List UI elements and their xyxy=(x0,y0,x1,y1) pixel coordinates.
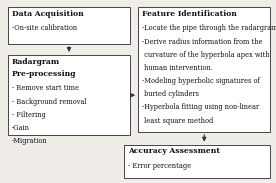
FancyBboxPatch shape xyxy=(8,55,130,135)
Text: - Background removal: - Background removal xyxy=(12,98,86,106)
Text: buried cylinders: buried cylinders xyxy=(142,90,199,98)
Text: -Migration: -Migration xyxy=(12,137,47,145)
Text: human intervention.: human intervention. xyxy=(142,64,213,72)
Text: - Filtering: - Filtering xyxy=(12,111,46,119)
FancyBboxPatch shape xyxy=(138,7,270,132)
Text: -On-site calibration: -On-site calibration xyxy=(12,24,77,32)
Text: Accuracy Assessment: Accuracy Assessment xyxy=(128,147,220,155)
Text: Data Acquisition: Data Acquisition xyxy=(12,10,84,18)
FancyBboxPatch shape xyxy=(124,145,270,178)
Text: - Remove start time: - Remove start time xyxy=(12,84,79,92)
Text: least square method: least square method xyxy=(142,117,213,125)
Text: Radargram: Radargram xyxy=(12,58,60,66)
Text: -Modeling hyperbolic signatures of: -Modeling hyperbolic signatures of xyxy=(142,77,259,85)
Text: Feature Identification: Feature Identification xyxy=(142,10,237,18)
FancyBboxPatch shape xyxy=(8,7,130,44)
Text: -Locate the pipe through the radargram: -Locate the pipe through the radargram xyxy=(142,24,276,32)
Text: Pre-processing: Pre-processing xyxy=(12,70,76,78)
Text: - Error percentage: - Error percentage xyxy=(128,162,191,170)
Text: -Gain: -Gain xyxy=(12,124,30,132)
Text: curvature of the hyperbola apex with: curvature of the hyperbola apex with xyxy=(142,51,269,59)
Text: -Derive radius information from the: -Derive radius information from the xyxy=(142,38,262,46)
Text: -Hyperbola fitting using non-linear: -Hyperbola fitting using non-linear xyxy=(142,103,259,111)
